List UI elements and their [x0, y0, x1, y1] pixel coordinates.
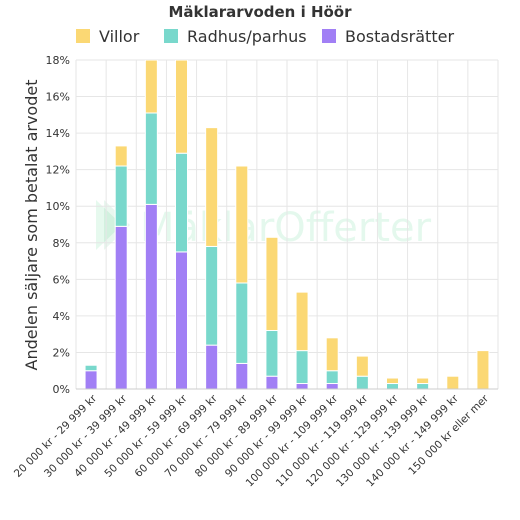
legend-label: Bostadsrätter: [345, 27, 454, 46]
bar-segment: [295, 383, 309, 389]
bars: [84, 60, 490, 389]
y-tick-label: 10%: [46, 200, 70, 213]
bar-segment: [114, 145, 128, 167]
bar-segment: [114, 165, 128, 227]
bar-segment: [476, 350, 490, 389]
bar-segment: [84, 370, 98, 389]
bar-segment: [295, 350, 309, 385]
bar-segment: [416, 383, 430, 389]
legend-swatch: [164, 29, 178, 43]
y-tick-label: 14%: [46, 127, 70, 140]
bar-segment: [265, 236, 279, 332]
bar-segment: [144, 60, 158, 114]
y-tick-label: 0%: [53, 383, 70, 396]
bar-segment: [175, 251, 188, 389]
y-tick-label: 4%: [53, 310, 70, 323]
bar-segment: [205, 127, 219, 247]
bar-segment: [144, 203, 158, 389]
y-tick-label: 16%: [46, 91, 70, 104]
bar-segment: [265, 330, 279, 377]
bar-segment: [416, 377, 430, 385]
legend-item[interactable]: Bostadsrätter: [322, 27, 454, 46]
legend-label: Villor: [99, 27, 140, 46]
bar-segment: [114, 225, 128, 389]
bar-segment: [386, 377, 399, 385]
bar-segment: [205, 245, 219, 346]
bar-segment: [265, 375, 279, 389]
y-tick-label: 8%: [53, 237, 70, 250]
legend-item[interactable]: Villor: [76, 27, 140, 46]
bar-segment: [325, 383, 339, 389]
bar-segment: [175, 152, 188, 253]
bar-segment: [355, 355, 369, 377]
bar-segment: [235, 165, 249, 284]
bar-segment: [144, 112, 158, 205]
bar-segment: [235, 362, 249, 389]
bar-segment: [386, 383, 399, 389]
y-tick-label: 12%: [46, 164, 70, 177]
y-axis: 0% 2% 4% 6% 8% 10% 12% 14% 16% 18%: [46, 54, 498, 396]
bar-segment: [355, 375, 369, 389]
legend-swatch: [76, 29, 90, 43]
bar-segment: [325, 337, 339, 372]
y-tick-label: 18%: [46, 54, 70, 67]
bar-segment: [235, 282, 249, 364]
bar-segment: [84, 364, 98, 372]
legend[interactable]: Villor Radhus/parhus Bostadsrätter: [76, 27, 454, 46]
bar-segment: [446, 375, 460, 389]
chart-title: Mäklararvoden i Höör: [168, 3, 352, 21]
legend-label: Radhus/parhus: [187, 27, 307, 46]
y-axis-label: Andelen säljare som betalat arvodet: [22, 80, 41, 371]
y-tick-label: 6%: [53, 273, 70, 286]
bar-segment: [325, 370, 339, 385]
bar-segment: [295, 291, 309, 352]
y-tick-label: 2%: [53, 346, 70, 359]
legend-swatch: [322, 29, 336, 43]
bar-segment: [175, 60, 188, 154]
bar-segment: [205, 344, 219, 389]
legend-item[interactable]: Radhus/parhus: [164, 27, 307, 46]
watermark-text: MäklarOfferter: [140, 205, 432, 251]
